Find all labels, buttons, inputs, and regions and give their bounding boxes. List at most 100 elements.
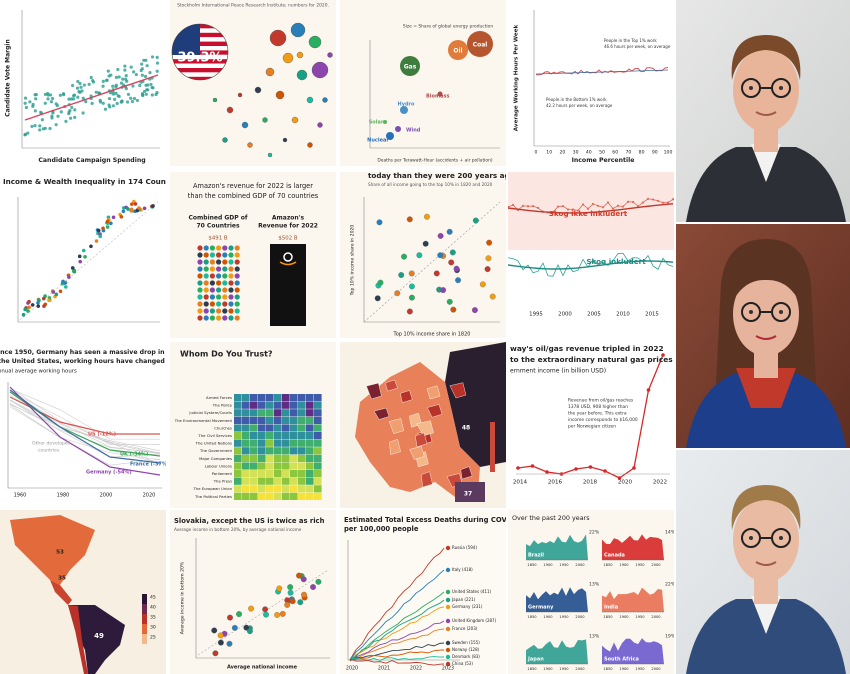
country-flag [222, 245, 228, 251]
heat-cell [306, 409, 314, 417]
line-shape [24, 74, 159, 121]
label: 22% [589, 530, 600, 536]
heat-cell [274, 432, 282, 440]
tick-label: 1950 [635, 563, 645, 567]
country-flag [216, 294, 222, 300]
label: Amazon's revenue for 2022 is larger [193, 182, 313, 190]
dot [132, 70, 136, 74]
dot [111, 104, 115, 108]
heat-cell [306, 462, 314, 470]
dot [26, 131, 30, 135]
flag-dot [406, 308, 413, 315]
dot [43, 126, 47, 130]
flag-dot [449, 249, 456, 256]
flag-dot [408, 294, 415, 301]
flag-dot [246, 628, 253, 635]
tick-label: 2022 [653, 480, 667, 486]
label: 22% [665, 582, 674, 588]
country-flag [197, 273, 203, 279]
point [631, 200, 635, 204]
flag-dot [81, 248, 86, 253]
tick-label: 45 [150, 595, 156, 601]
heat-cell [242, 416, 250, 424]
label: Size = Share of global energy production [403, 24, 493, 30]
heat-cell [282, 462, 290, 470]
chart-thumbnail: Armed Forces The Police Judicial System/Co… [170, 342, 336, 508]
tick-label: 30 [573, 150, 579, 156]
heat-cell [282, 447, 290, 455]
tick-label: 1850 [527, 615, 537, 619]
heat-cell [250, 485, 258, 493]
label: the United States, working hours have ch… [0, 358, 166, 365]
flag-dot [416, 252, 423, 259]
hair [731, 485, 801, 530]
heat-cell [242, 492, 250, 500]
flag-dot [36, 304, 41, 308]
label: 70 Countries [196, 223, 239, 230]
dot [155, 69, 159, 73]
label: Stockholm International Peace Research I… [177, 3, 329, 9]
heat-cell [306, 454, 314, 462]
tick-label: 0 [535, 150, 538, 156]
dot [111, 84, 115, 88]
row-label: Churches [214, 425, 232, 430]
series-label: Russia (594) [452, 545, 477, 550]
line-shape [349, 620, 445, 660]
heat-cell [266, 401, 274, 409]
tick-label: 40 [586, 150, 592, 156]
dot [89, 75, 93, 80]
flag-bubble [282, 52, 294, 64]
heat-cell [274, 454, 282, 462]
heat-cell [314, 432, 322, 440]
country-flag [228, 287, 234, 293]
flag-bubble [237, 92, 243, 98]
heat-cell [298, 416, 306, 424]
country-flag [197, 259, 203, 265]
line-shape [9, 388, 161, 440]
country [400, 390, 413, 403]
heat-cell [242, 447, 250, 455]
label: way's oil/gas revenue tripled in 2022 [510, 344, 664, 353]
flag-dot [471, 307, 478, 314]
axis [533, 10, 670, 147]
heat-cell [282, 470, 290, 478]
row-label: Labour Unions [205, 463, 232, 468]
country-flag [203, 273, 209, 279]
dot [55, 103, 59, 108]
face [733, 498, 799, 582]
dot [79, 85, 83, 89]
flag-bubble [317, 122, 323, 128]
heat-cell [234, 439, 242, 447]
dot [124, 86, 128, 91]
dot [97, 91, 101, 95]
country [427, 404, 443, 418]
dot [49, 100, 54, 104]
tick-label: 70 [625, 150, 631, 156]
heat-cell [266, 439, 274, 447]
stripe [172, 72, 228, 77]
line-shape [9, 386, 161, 476]
legend-swatch [142, 634, 147, 644]
flag-dot [61, 279, 65, 284]
dot [62, 93, 66, 97]
dot [134, 72, 138, 77]
stripe [172, 59, 228, 64]
heat-cell [274, 439, 282, 447]
tick-label: 2020 [346, 666, 358, 672]
series-label: France (203) [452, 626, 478, 631]
country-flag [228, 273, 234, 279]
heat-cell [242, 394, 250, 402]
flag-dot [401, 253, 407, 260]
point [511, 203, 515, 207]
label: South Africa [604, 657, 639, 663]
flag-dot [98, 234, 103, 239]
background [340, 0, 506, 166]
heat-cell [314, 492, 322, 500]
country-flag [209, 245, 215, 251]
label: 14% [665, 530, 674, 536]
flag-dot [27, 305, 31, 310]
flag-dot [398, 272, 405, 278]
bubble [395, 126, 401, 132]
dot [139, 68, 143, 73]
point [621, 205, 625, 208]
